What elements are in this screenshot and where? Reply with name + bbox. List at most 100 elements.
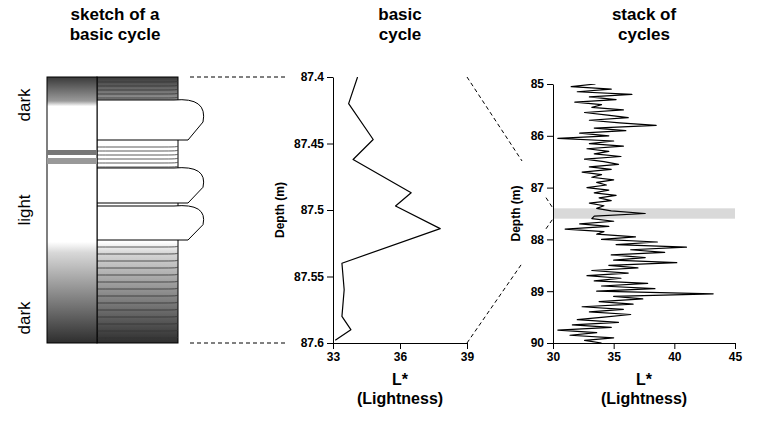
bed-line (97, 323, 178, 324)
bed-line (97, 253, 178, 254)
tick: 87 (531, 181, 553, 195)
tick: 87.45 (294, 137, 333, 151)
plot-area (553, 84, 735, 343)
bed-line (97, 93, 178, 94)
tick: 89 (531, 285, 553, 299)
tick-label: 35 (607, 350, 621, 364)
tick-label: 88 (531, 233, 545, 247)
panel-title: sketch of abasic cycle (70, 5, 161, 44)
tick-mark (674, 343, 675, 349)
tick-mark (333, 343, 334, 349)
tick-mark (547, 239, 553, 240)
bed-line (97, 274, 178, 275)
bed-line (97, 158, 178, 159)
tick-label: 30 (547, 350, 561, 364)
connector (467, 77, 522, 161)
column-stripe (47, 150, 97, 155)
tick-label: 87.55 (294, 270, 324, 284)
panel-title: stack ofcycles (612, 5, 677, 44)
tick-mark (327, 144, 333, 145)
bed-line (97, 260, 178, 261)
tick-label: 87.4 (301, 70, 325, 84)
figure: sketch of abasic cycledarklightdark33363… (0, 0, 771, 438)
tick-mark (327, 343, 333, 344)
bed-line (97, 166, 178, 167)
tick-label: 33 (327, 350, 341, 364)
bed-line (97, 154, 178, 155)
bed-line (97, 337, 178, 338)
tick: 87.6 (301, 336, 333, 350)
tick: 85 (531, 77, 553, 91)
bed-line (97, 85, 178, 86)
tick: 40 (668, 343, 682, 364)
connector (190, 77, 286, 78)
connector (467, 263, 522, 343)
tick-label: 40 (668, 350, 682, 364)
sketch-label: dark (15, 88, 34, 122)
column-stripe (47, 158, 97, 164)
tick: 86 (531, 129, 553, 143)
tick-label: 89 (531, 285, 545, 299)
connector (546, 198, 553, 209)
tick-label: 87.45 (294, 137, 324, 151)
bed-line (97, 150, 178, 151)
tick-mark (327, 210, 333, 211)
bed-line (97, 309, 178, 310)
tick: 36 (394, 343, 408, 364)
light-bed (97, 100, 204, 140)
bed-line (97, 330, 178, 331)
tick: 90 (531, 336, 553, 350)
bed-line (97, 302, 178, 303)
x-axis: 33 36 39 (327, 343, 475, 364)
connector (190, 343, 286, 344)
bed-line (97, 281, 178, 282)
bed-line (97, 246, 178, 247)
tick-label: 36 (394, 350, 408, 364)
sketch-label: dark (15, 301, 34, 335)
tick-mark (327, 77, 333, 78)
sketch (47, 77, 204, 343)
tick-mark (400, 343, 401, 349)
light-bed (97, 206, 204, 240)
plot-area (335, 77, 440, 340)
y-axis: 87.4 87.45 87.5 87.55 87.6 (294, 70, 334, 350)
light-bed (97, 168, 204, 203)
panel-title: basiccycle (378, 5, 421, 44)
x-axis-title: L*(Lightness) (357, 371, 443, 407)
tick-mark (553, 343, 554, 349)
bed-line (97, 295, 178, 296)
bed-line (97, 288, 178, 289)
bed-line (97, 97, 178, 98)
tick-label: 87 (531, 181, 545, 195)
tick: 87.5 (301, 203, 333, 217)
bed-line (97, 267, 178, 268)
sketch-column (47, 77, 97, 343)
y-axis: 85 86 87 88 89 90 (531, 77, 554, 350)
tick: 33 (327, 343, 341, 364)
tick-mark (547, 136, 553, 137)
y-axis-title: Depth (m) (273, 182, 287, 238)
tick: 87.4 (301, 70, 333, 84)
x-axis: 30354045 (547, 343, 743, 364)
tick-mark (547, 188, 553, 189)
tick-mark (547, 291, 553, 292)
tick-mark (467, 343, 468, 349)
axis-line (553, 85, 554, 344)
tick-label: 39 (461, 350, 475, 364)
data-line (335, 77, 440, 340)
tick: 39 (461, 343, 475, 364)
tick: 30 (547, 343, 561, 364)
tick-label: 87.5 (301, 203, 325, 217)
bed-line (97, 316, 178, 317)
tick-label: 86 (531, 129, 545, 143)
connector (546, 219, 553, 229)
tick-mark (614, 343, 615, 349)
connectors (190, 77, 553, 343)
tick-mark (735, 343, 736, 349)
bed-line (97, 146, 178, 147)
x-axis-title: L*(Lightness) (601, 371, 687, 407)
y-axis-title: Depth (m) (509, 186, 523, 242)
tick-label: 90 (531, 336, 545, 350)
tick-label: 85 (531, 77, 545, 91)
tick-label: 87.6 (301, 336, 325, 350)
